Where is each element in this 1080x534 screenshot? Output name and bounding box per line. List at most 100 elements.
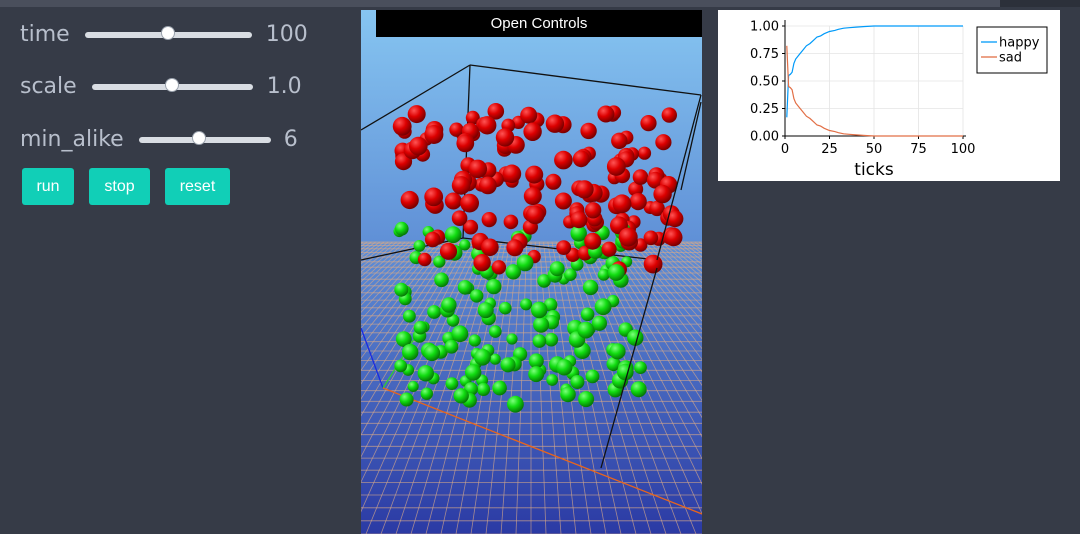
green-agent-sphere [591,315,607,331]
floor-grid-line [644,241,702,301]
green-agent-sphere [395,331,412,347]
red-agent-sphere [637,146,652,160]
red-agent-sphere [629,193,647,211]
min-alike-control: min_alike 6 [20,127,298,152]
x-tick-label: 75 [910,142,927,157]
legend-label-happy: happy [999,36,1040,51]
green-agent-sphere [451,325,469,343]
red-agent-sphere [575,180,594,199]
y-tick-label: 0.00 [750,130,779,145]
red-agent-sphere [584,202,602,219]
green-agent-sphere [474,348,491,366]
3d-scene-canvas[interactable] [361,10,702,534]
red-agent-sphere [606,157,626,176]
green-agent-sphere [582,279,599,296]
red-agent-sphere [506,239,524,257]
3d-scene-view[interactable]: Open Controls [361,10,702,534]
red-agent-sphere [451,210,468,226]
red-agent-sphere [400,190,419,210]
reset-button[interactable]: reset [165,168,230,205]
floor-grid-line [361,241,418,300]
red-agent-sphere [572,150,590,168]
min-alike-label: min_alike [20,127,124,152]
green-agent-sphere [427,305,441,319]
green-agent-sphere [444,339,459,354]
green-agent-sphere [570,375,585,389]
green-agent-sphere [507,395,524,413]
floor-grid-line [597,241,702,419]
time-slider[interactable] [84,25,252,40]
green-agent-sphere [420,387,433,400]
scale-slider[interactable] [91,77,253,92]
green-agent-sphere [533,316,550,333]
floor-grid-line [361,241,435,329]
green-agent-sphere [560,386,576,403]
stop-button[interactable]: stop [89,168,150,205]
green-agent-sphere [403,309,416,323]
floor-grid-line [593,241,702,438]
green-agent-sphere [468,334,481,347]
red-agent-sphere [545,114,565,133]
red-agent-sphere [465,110,480,125]
green-agent-sphere [402,343,419,361]
green-agent-sphere [394,359,408,373]
green-agent-sphere [413,320,428,335]
x-tick-label: 25 [821,142,838,157]
min-alike-slider-knob[interactable] [192,130,207,145]
run-button[interactable]: run [22,168,74,205]
floor-grid-line [627,241,702,331]
floor-grid-line [361,241,469,436]
floor-grid-line [543,241,577,534]
green-agent-sphere [470,289,484,303]
red-agent-sphere [628,181,644,197]
green-agent-sphere [544,332,559,347]
floor-grid-line [623,241,702,340]
open-controls-button[interactable]: Open Controls [376,10,702,37]
scale-label: scale [20,74,77,99]
time-slider-knob[interactable] [161,25,176,40]
red-agent-sphere [655,134,672,151]
min-alike-slider[interactable] [138,130,271,145]
red-agent-sphere [666,210,684,228]
red-agent-sphere [618,227,638,247]
y-tick-label: 0.25 [750,102,779,117]
floor-grid-line [539,241,562,534]
series-line-happy [786,25,963,118]
green-agent-sphere [530,301,548,319]
floor-grid-line [500,241,523,534]
green-agent-sphere [627,329,644,346]
red-agent-sphere [456,134,475,153]
red-agent-sphere [424,125,444,144]
green-agent-sphere [516,254,534,272]
floor-grid-line [361,241,414,294]
x-tick-label: 0 [781,142,789,157]
red-agent-sphere [487,103,505,120]
floor-grid-line [631,241,702,322]
floor-grid-line [560,241,637,534]
green-agent-sphere [441,297,457,313]
red-agent-sphere [502,164,522,184]
series-line-sad [786,45,963,137]
red-agent-sphere [460,193,479,213]
green-agent-sphere [407,381,419,392]
red-agent-sphere [643,254,663,274]
green-agent-sphere [399,392,414,407]
green-agent-sphere [459,239,471,251]
green-agent-sphere [476,382,491,396]
legend-box [976,26,1048,74]
scale-slider-knob[interactable] [165,77,180,92]
red-agent-sphere [407,105,426,124]
y-tick-label: 1.00 [750,20,779,35]
green-agent-sphere [417,365,434,382]
green-agent-sphere [549,261,565,277]
green-agent-sphere [465,364,482,381]
floor-grid-line [361,241,477,483]
green-agent-sphere [580,307,595,322]
floor-grid-line [610,241,702,373]
green-agent-sphere [446,314,460,327]
green-agent-sphere [492,380,507,396]
green-agent-sphere [457,280,473,295]
red-agent-sphere [439,242,458,260]
time-value: 100 [265,22,308,47]
